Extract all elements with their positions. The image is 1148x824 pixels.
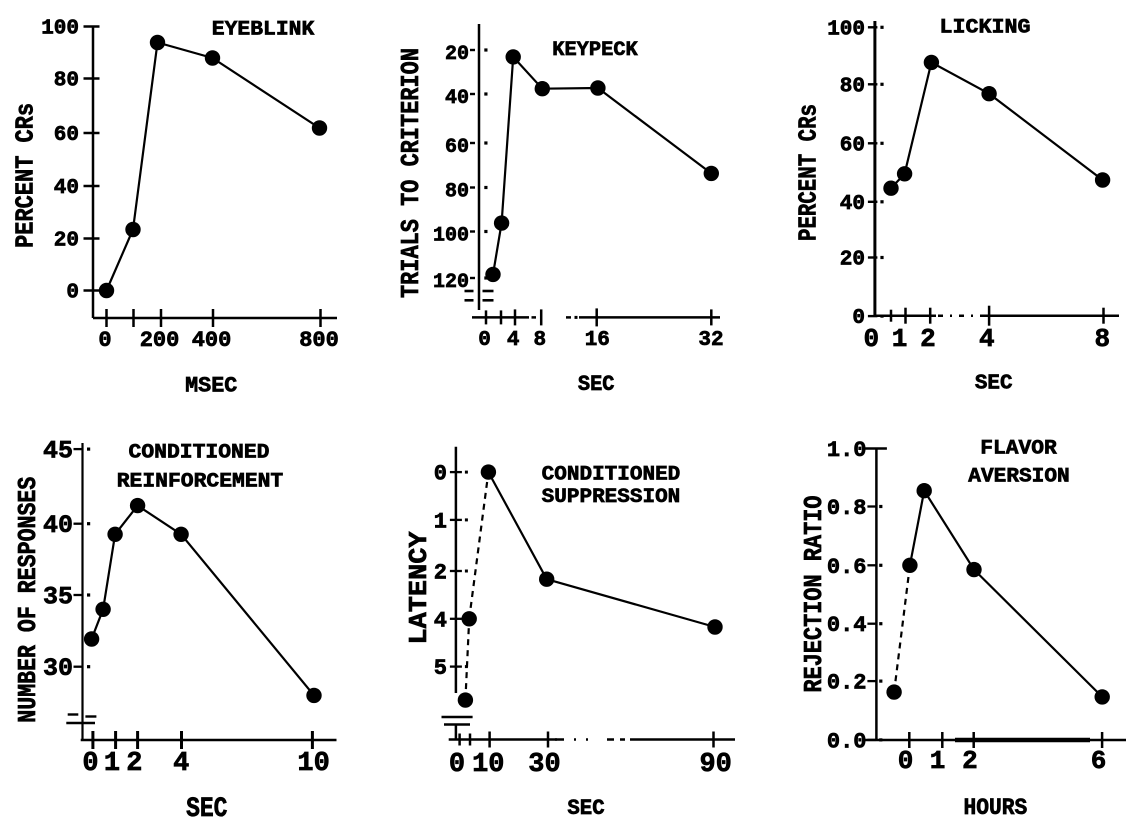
- svg-text:0: 0: [863, 324, 879, 354]
- svg-text:0: 0: [478, 329, 491, 352]
- svg-text:30: 30: [43, 654, 73, 683]
- svg-text:0.0: 0.0: [827, 729, 867, 754]
- svg-text:TRIALS TO CRITERION: TRIALS TO CRITERION: [396, 48, 426, 298]
- svg-text:40: 40: [445, 87, 469, 110]
- svg-text:NUMBER OF RESPONSES: NUMBER OF RESPONSES: [13, 477, 43, 723]
- svg-text:90: 90: [699, 750, 731, 780]
- svg-text:800: 800: [299, 328, 339, 353]
- svg-text:60: 60: [445, 136, 469, 159]
- svg-text:SUPPRESSION: SUPPRESSION: [542, 486, 681, 509]
- svg-text:0.2: 0.2: [827, 671, 867, 696]
- svg-text:40: 40: [43, 511, 73, 540]
- svg-text:1: 1: [930, 746, 946, 776]
- svg-text:100: 100: [41, 18, 79, 41]
- svg-text:120: 120: [433, 271, 469, 294]
- svg-text:0: 0: [449, 750, 465, 780]
- svg-text:0: 0: [82, 749, 98, 779]
- svg-text:4: 4: [979, 324, 995, 354]
- svg-text:60: 60: [840, 134, 865, 157]
- svg-text:4: 4: [434, 608, 447, 633]
- svg-text:FLAVOR: FLAVOR: [980, 438, 1057, 461]
- svg-text:20: 20: [445, 43, 469, 66]
- svg-text:PERCENT CRs: PERCENT CRs: [794, 104, 824, 241]
- svg-text:MSEC: MSEC: [185, 374, 237, 399]
- svg-text:0: 0: [66, 282, 79, 305]
- svg-text:1: 1: [892, 324, 908, 354]
- svg-text:200: 200: [140, 328, 180, 353]
- svg-text:16: 16: [585, 329, 610, 352]
- svg-text:80: 80: [445, 181, 469, 204]
- svg-text:400: 400: [192, 328, 232, 353]
- svg-text:SEC: SEC: [578, 372, 615, 397]
- svg-text:AVERSION: AVERSION: [968, 466, 1069, 489]
- svg-text:80: 80: [840, 75, 865, 98]
- svg-text:0.6: 0.6: [827, 555, 867, 580]
- svg-text:45: 45: [43, 437, 73, 466]
- svg-text:8: 8: [1094, 324, 1110, 354]
- svg-text:60: 60: [54, 124, 79, 147]
- svg-text:6: 6: [1091, 746, 1107, 776]
- svg-text:40: 40: [840, 193, 865, 216]
- svg-text:0.8: 0.8: [827, 496, 867, 521]
- svg-text:4: 4: [173, 749, 189, 779]
- svg-text:0: 0: [852, 307, 865, 330]
- svg-text:1.0: 1.0: [827, 438, 867, 463]
- svg-text:10: 10: [472, 750, 504, 780]
- svg-text:CONDITIONED: CONDITIONED: [129, 442, 270, 465]
- svg-text:LICKING: LICKING: [940, 17, 1031, 40]
- svg-text:SEC: SEC: [975, 373, 1013, 396]
- svg-text:4: 4: [507, 329, 520, 352]
- svg-text:2: 2: [962, 746, 978, 776]
- svg-text:CONDITIONED: CONDITIONED: [542, 464, 681, 487]
- svg-text:1: 1: [104, 749, 120, 779]
- svg-text:0: 0: [98, 328, 111, 353]
- svg-text:32: 32: [698, 329, 723, 352]
- svg-text:8: 8: [533, 329, 546, 352]
- svg-text:100: 100: [827, 18, 865, 41]
- svg-text:2: 2: [126, 749, 142, 779]
- svg-text:KEYPECK: KEYPECK: [552, 39, 638, 62]
- svg-text:0: 0: [434, 462, 447, 487]
- svg-text:SEC: SEC: [186, 794, 228, 824]
- svg-text:10: 10: [297, 749, 329, 779]
- svg-text:80: 80: [54, 70, 79, 93]
- svg-text:2: 2: [920, 324, 936, 354]
- svg-text:1: 1: [434, 509, 447, 534]
- svg-text:40: 40: [54, 177, 79, 200]
- svg-text:REINFORCEMENT: REINFORCEMENT: [117, 471, 284, 494]
- svg-text:SEC: SEC: [567, 796, 604, 821]
- svg-text:0.4: 0.4: [827, 613, 867, 638]
- svg-text:20: 20: [54, 230, 79, 253]
- svg-text:PERCENT CRs: PERCENT CRs: [10, 103, 40, 248]
- svg-text:30: 30: [528, 750, 560, 780]
- svg-text:EYEBLINK: EYEBLINK: [212, 19, 315, 42]
- svg-text:5: 5: [434, 656, 447, 681]
- svg-text:REJECTION RATIO: REJECTION RATIO: [799, 496, 829, 693]
- svg-text:HOURS: HOURS: [964, 795, 1028, 821]
- svg-text:LATENCY: LATENCY: [404, 531, 434, 644]
- svg-text:2: 2: [434, 561, 447, 586]
- svg-text:20: 20: [840, 249, 865, 272]
- svg-text:0: 0: [898, 746, 914, 776]
- svg-text:35: 35: [43, 583, 73, 612]
- svg-text:100: 100: [433, 225, 469, 248]
